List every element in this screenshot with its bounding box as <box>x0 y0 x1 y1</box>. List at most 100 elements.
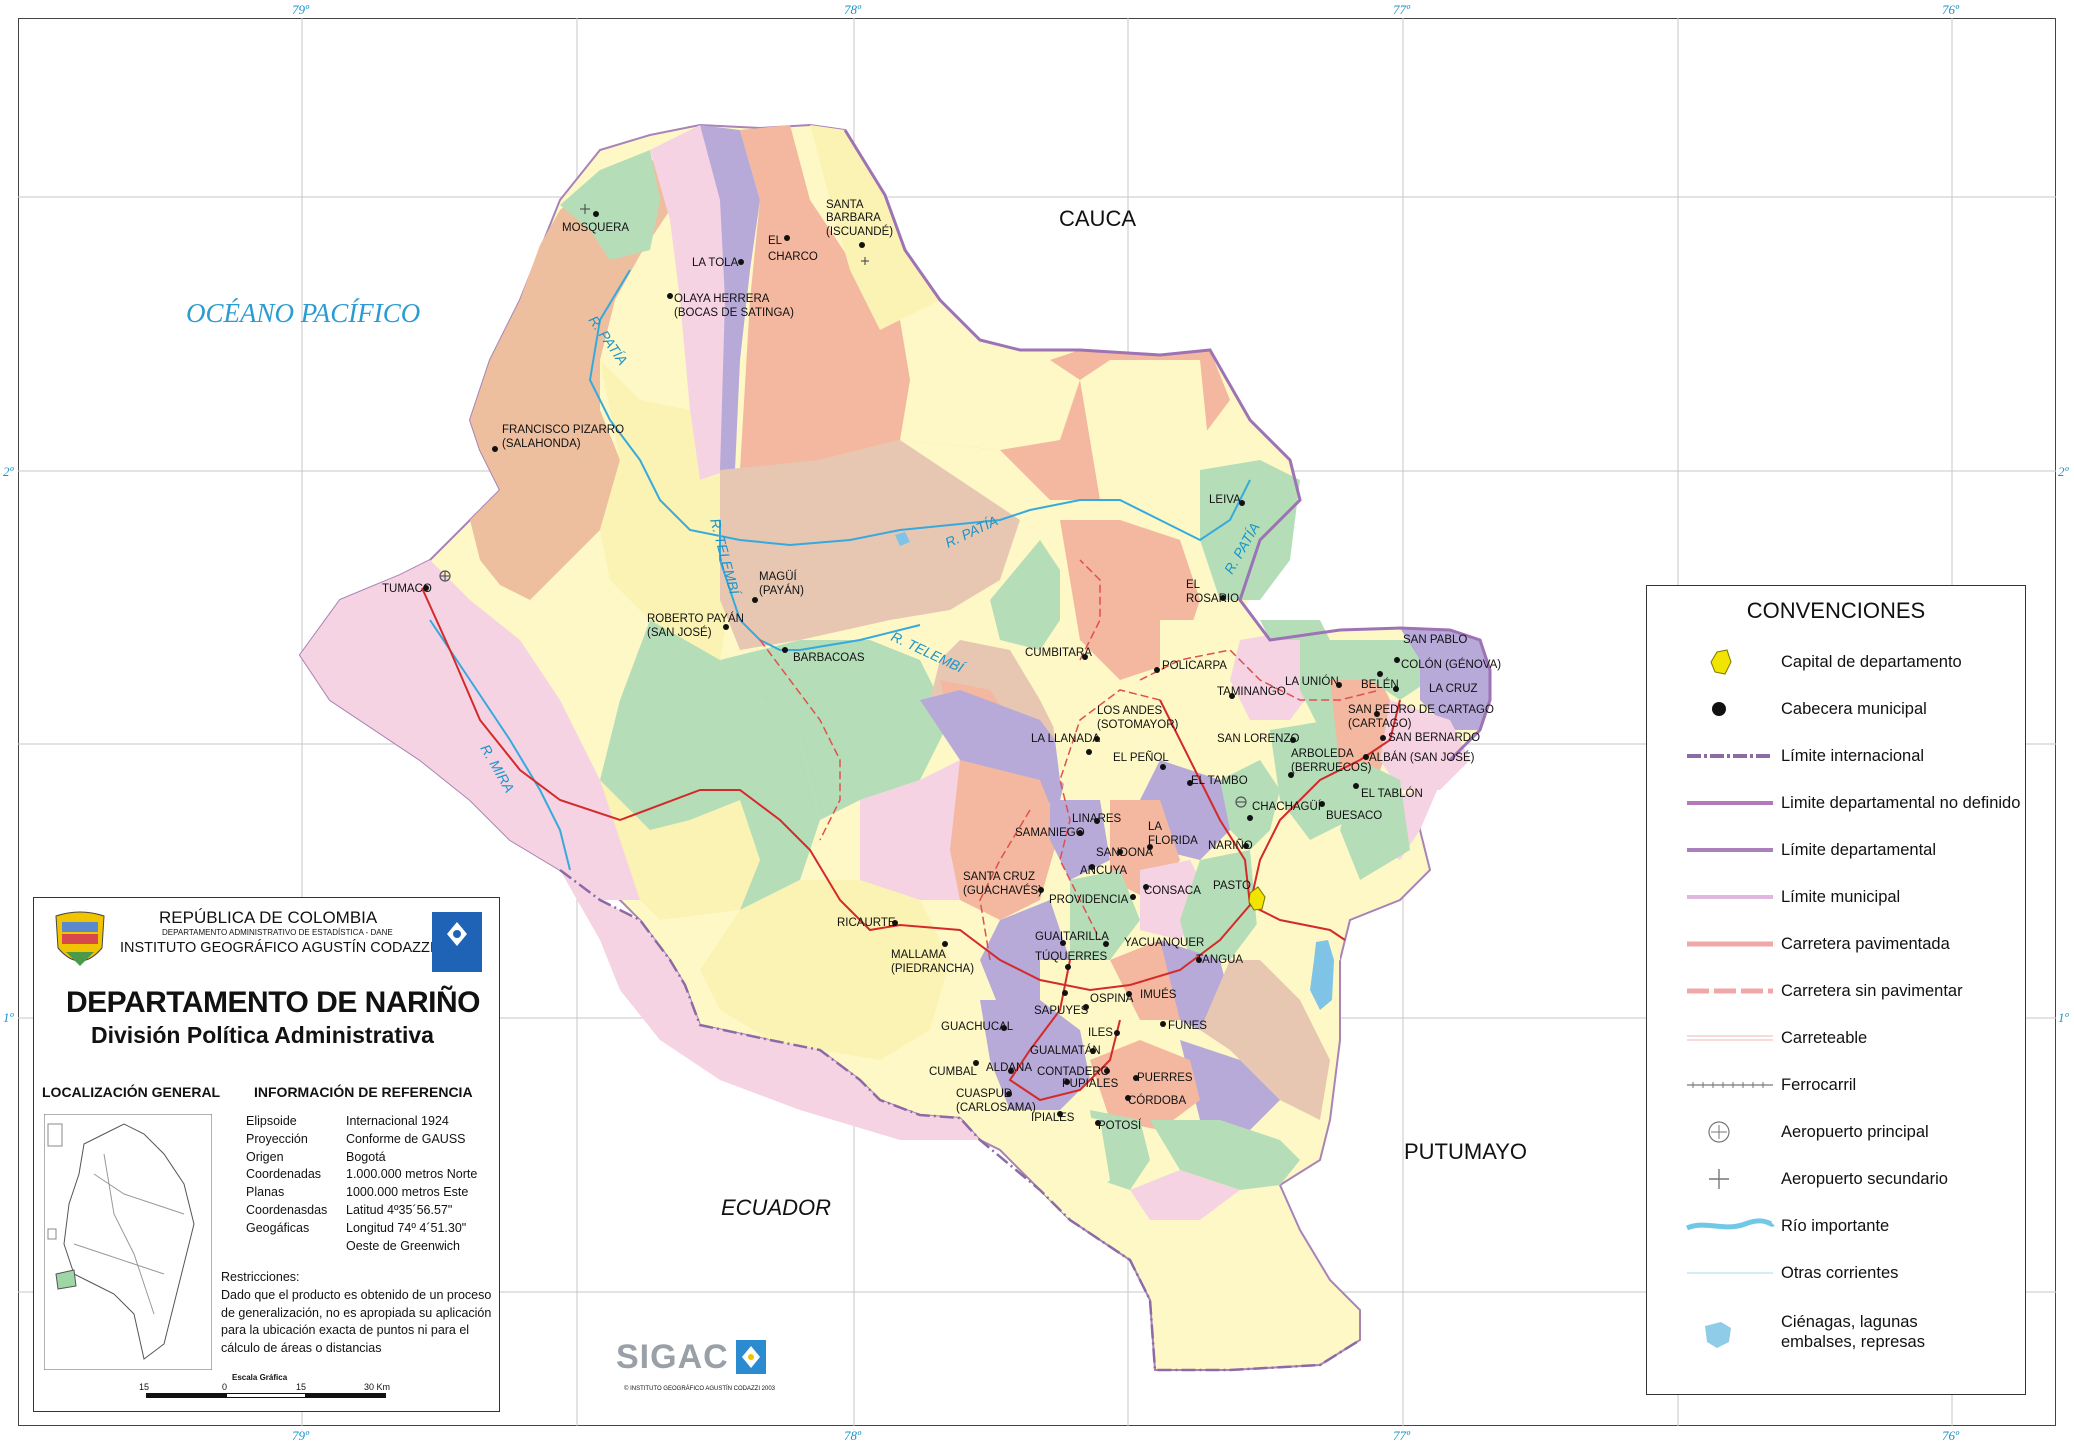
town-la-llanada: LA LLANADA <box>1031 733 1100 745</box>
paved-road-line-icon <box>1687 941 1773 947</box>
coordinate-labels: 79º 78º 77º 76º 79º 78º 77º 76º 2º 1º 2º… <box>3 2 2070 1443</box>
town-pizarro-1: FRANCISCO PIZARRO <box>502 424 624 436</box>
reference-heading: INFORMACIÓN DE REFERENCIA <box>254 1084 473 1100</box>
town-dots <box>423 211 1400 1126</box>
town-roberto-payan-2: (SAN JOSÉ) <box>647 626 712 639</box>
town-ancuya: ANCUYA <box>1080 865 1127 877</box>
town-colon: COLÓN (GÉNOVA) <box>1401 658 1501 671</box>
stream-line-icon <box>1687 1272 1773 1274</box>
town-iles: ILES <box>1088 1027 1113 1039</box>
lon-label-76-top: 76º <box>1942 2 1960 17</box>
capital-polygon-icon <box>1710 649 1732 675</box>
town-arboleda-1: ARBOLEDA <box>1291 748 1354 760</box>
town-yacuanquer: YACUANQUER <box>1124 937 1204 949</box>
town-samaniego: SAMANIEGO <box>1015 827 1085 839</box>
town-la-tola: LA TOLA <box>692 257 739 269</box>
legend-item-lake: Ciénagas, lagunas embalses, represas <box>1647 1302 2025 1362</box>
region-labels: OCÉANO PACÍFICO CAUCA PUTUMAYO ECUADOR <box>186 206 1527 1220</box>
legend-item-major-river: Río importante <box>1647 1206 2025 1246</box>
main-airport-icon <box>439 570 451 582</box>
town-alban: ALBÁN (SAN JOSÉ) <box>1369 751 1475 764</box>
town-santa-barbara-3: (ISCUANDÉ) <box>826 225 893 238</box>
putumayo-label: PUTUMAYO <box>1404 1139 1527 1164</box>
igac-logo-icon <box>432 912 482 972</box>
town-el-charco-2: CHARCO <box>768 251 818 263</box>
town-santa-barbara-1: SANTA <box>826 199 864 211</box>
secondary-airport-icon <box>1709 1169 1729 1189</box>
town-la-union: LA UNIÓN <box>1285 675 1339 688</box>
dane-label: DEPARTAMENTO ADMINISTRATIVO DE ESTADÍSTI… <box>162 928 393 937</box>
town-magui-2: (PAYÁN) <box>759 584 804 597</box>
lat-label-2-left: 2º <box>3 464 15 479</box>
lon-label-77-top: 77º <box>1393 2 1411 17</box>
town-san-bernardo: SAN BERNARDO <box>1388 732 1480 744</box>
scale-tick-15-left: 15 <box>139 1382 150 1392</box>
scale-tick-15-right: 15 <box>296 1382 307 1392</box>
pasto-capital-shape[interactable] <box>1248 886 1266 911</box>
secondary-airport-icon <box>580 204 590 214</box>
major-river-line-icon <box>1685 1218 1775 1231</box>
colombia-coat-of-arms-icon <box>55 911 105 966</box>
town-buesaco: BUESACO <box>1326 810 1382 822</box>
town-olaya-1: OLAYA HERRERA <box>674 293 770 305</box>
town-el-rosario-1: EL <box>1186 579 1201 591</box>
town-la-florida-1: LA <box>1148 821 1162 833</box>
reference-table: Elipsoide Internacional 1924 Proyección Co… <box>246 1114 478 1253</box>
roads <box>421 587 1401 1102</box>
town-belen: BELÉN <box>1361 678 1399 691</box>
legend-item-unpaved-road: Carretera sin pavimentar <box>1647 971 2025 1011</box>
town-el-charco-1: EL <box>768 235 783 247</box>
town-el-penol: EL PEÑOL <box>1113 751 1169 764</box>
secondary-airport-icon <box>861 257 869 265</box>
location-minimap <box>44 1114 212 1370</box>
town-mallama-2: (PIEDRANCHA) <box>891 963 974 975</box>
legend-title: CONVENCIONES <box>1746 598 1926 623</box>
town-magui-1: MAGÜÍ <box>759 570 798 583</box>
town-santa-barbara-2: BARBARA <box>826 212 881 224</box>
town-chachagui: CHACHAGÜÍ <box>1252 800 1322 813</box>
legend-item-main-airport: Aeropuerto principal <box>1647 1112 2025 1152</box>
scale-bar <box>146 1393 386 1399</box>
departmental-line-icon <box>1687 848 1773 852</box>
restrictions-note: Restricciones: Dado que el producto es o… <box>221 1270 492 1356</box>
legend-item-municipal: Límite municipal <box>1647 877 2025 917</box>
scale-tick-0: 0 <box>222 1382 228 1392</box>
cauca-label: CAUCA <box>1059 206 1136 231</box>
sigac-logo: SIGAC © INSTITUTO GEOGRÁFICO AGUSTÍN COD… <box>616 1338 775 1392</box>
lon-label-78-top: 78º <box>844 2 862 17</box>
town-el-tablon: EL TABLÓN <box>1361 787 1423 800</box>
legend-item-cabecera: Cabecera municipal <box>1647 689 2025 729</box>
town-aldana: ALDANA <box>986 1062 1032 1074</box>
narino-department <box>298 123 1492 1372</box>
ecuador-label: ECUADOR <box>721 1195 831 1220</box>
legend-item-capital: Capital de departamento <box>1647 642 2025 682</box>
department-title: DEPARTAMENTO DE NARIÑO <box>66 986 481 1019</box>
lat-label-2-right: 2º <box>2058 464 2070 479</box>
town-ipiales: IPIALES <box>1031 1112 1075 1124</box>
info-box: REPÚBLICA DE COLOMBIA DEPARTAMENTO ADMIN… <box>33 897 500 1412</box>
legend-item-track: Carreteable <box>1647 1018 2025 1058</box>
location-heading: LOCALIZACIÓN GENERAL <box>42 1084 221 1100</box>
town-ospina: OSPINA <box>1090 993 1134 1005</box>
town-tumaco: TUMACO <box>382 583 432 595</box>
town-linares: LINARES <box>1072 813 1122 825</box>
town-el-tambo: EL TAMBO <box>1191 775 1248 787</box>
town-la-florida-2: FLORIDA <box>1148 835 1198 847</box>
town-los-andes-1: LOS ANDES <box>1097 705 1163 717</box>
town-policarpa: POLICARPA <box>1162 660 1227 672</box>
town-cuaspud-2: (CARLOSAMA) <box>956 1102 1036 1114</box>
legend-item-railway: Ferrocarril <box>1647 1065 2025 1105</box>
town-san-pedro-2: (CARTAGO) <box>1348 718 1412 730</box>
town-puerres: PUERRES <box>1137 1072 1193 1084</box>
town-san-pedro-1: SAN PEDRO DE CARTAGO <box>1348 704 1494 716</box>
republic-label: REPÚBLICA DE COLOMBIA <box>159 908 378 927</box>
town-cumbal: CUMBAL <box>929 1066 978 1078</box>
lon-label-79-top: 79º <box>292 2 310 17</box>
town-funes: FUNES <box>1168 1020 1207 1032</box>
lat-label-1-left: 1º <box>3 1010 15 1025</box>
town-consaca: CONSACA <box>1144 885 1201 897</box>
town-cordoba: CÓRDOBA <box>1128 1094 1186 1107</box>
ocean-label: OCÉANO PACÍFICO <box>186 298 420 328</box>
town-arboleda-2: (BERRUECOS) <box>1291 762 1372 774</box>
